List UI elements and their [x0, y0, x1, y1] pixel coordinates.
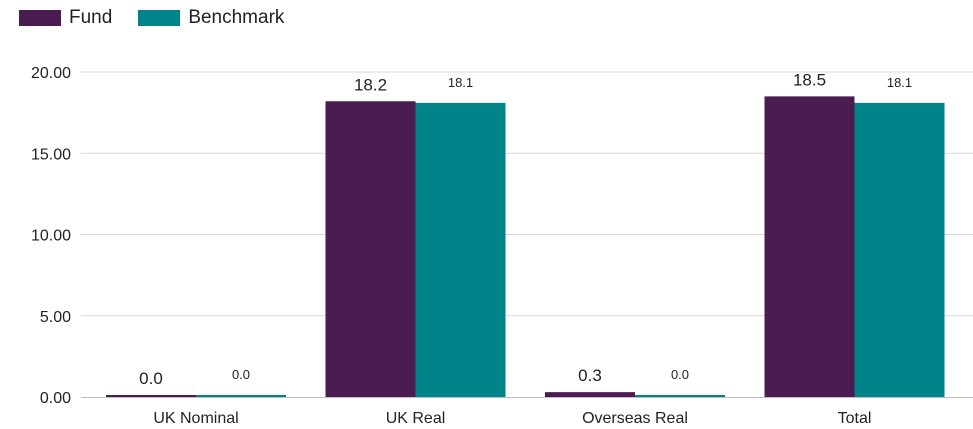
y-tick-label: 5.00 [40, 309, 71, 326]
data-label: 18.1 [448, 75, 473, 90]
legend-item-fund: Fund [19, 7, 112, 29]
x-tick-label: UK Nominal [153, 410, 238, 427]
data-label: 18.1 [887, 75, 912, 90]
legend-swatch-benchmark [138, 10, 181, 26]
legend: Fund Benchmark [19, 6, 310, 30]
y-tick-label: 0.00 [40, 390, 71, 407]
bar-fund [764, 96, 855, 397]
x-tick-label: UK Real [386, 410, 446, 427]
bar-fund [106, 395, 196, 397]
data-label: 0.0 [139, 369, 163, 388]
data-label: 18.2 [354, 75, 387, 94]
bar-benchmark [415, 102, 506, 397]
legend-label-fund: Fund [69, 7, 113, 28]
legend-label-benchmark: Benchmark [188, 7, 285, 28]
data-label: 0.3 [578, 366, 602, 385]
x-tick-label: Overseas Real [582, 410, 688, 427]
data-label: 0.0 [671, 367, 689, 382]
y-tick-label: 15.00 [31, 146, 71, 163]
bar-benchmark [635, 395, 725, 397]
bar-fund [545, 392, 635, 397]
data-label: 18.5 [793, 70, 826, 89]
data-label: 0.0 [232, 367, 250, 382]
bar-benchmark [196, 395, 286, 397]
bar-fund [325, 101, 416, 397]
x-tick-label: Total [838, 410, 872, 427]
legend-item-benchmark: Benchmark [138, 7, 284, 29]
y-tick-label: 20.00 [31, 65, 71, 82]
legend-swatch-fund [19, 10, 61, 26]
bar-benchmark [854, 102, 945, 397]
y-tick-label: 10.00 [31, 228, 71, 245]
